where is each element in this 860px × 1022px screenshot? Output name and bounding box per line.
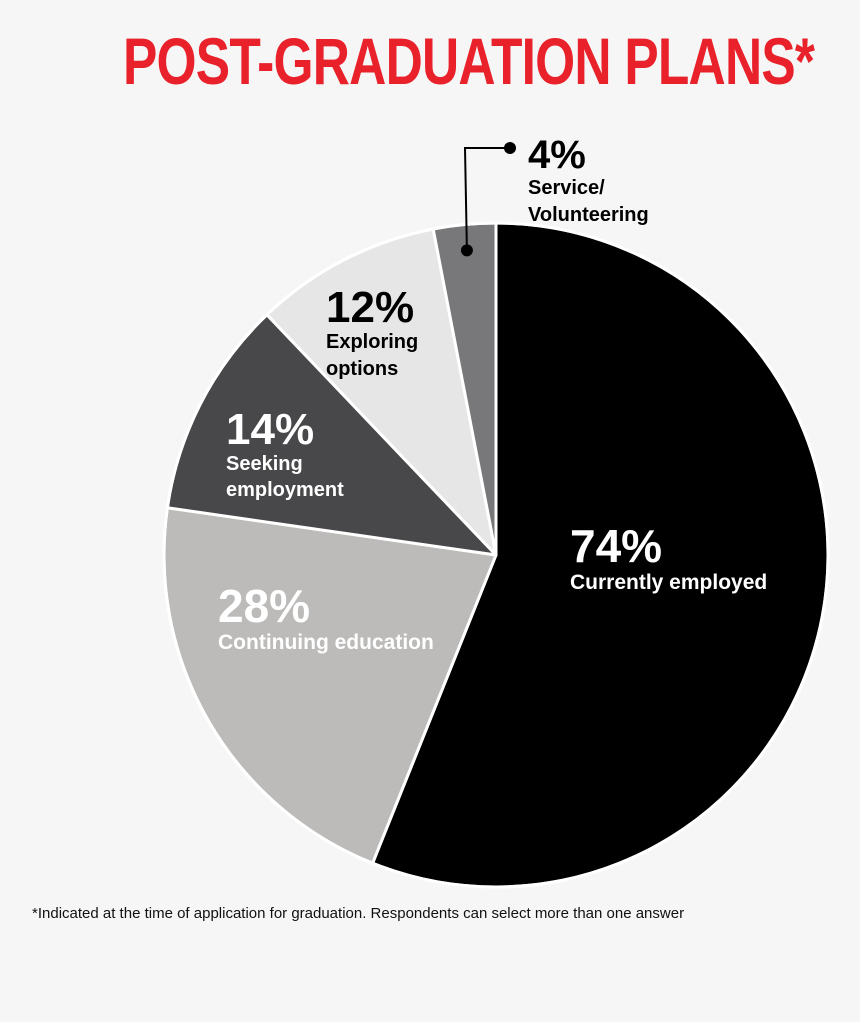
category-label-exploring-options-1: options [326, 358, 398, 380]
category-label-service-volunteering-0: Service/ [528, 177, 605, 199]
category-label-currently-employed: Currently employed [570, 571, 767, 594]
category-label-exploring-options-0: Exploring [326, 331, 418, 353]
footnote: *Indicated at the time of application fo… [32, 905, 685, 922]
value-label-seeking-employment: 14% [226, 405, 314, 454]
category-label-seeking-employment-0: Seeking [226, 453, 303, 475]
value-label-service-volunteering: 4% [528, 133, 586, 177]
value-label-currently-employed: 74% [570, 520, 662, 572]
callout-dot-service-volunteering-1 [504, 142, 516, 154]
category-label-continuing-education: Continuing education [218, 631, 434, 654]
chart-title: POST-GRADUATION PLANS* [122, 24, 815, 98]
category-label-service-volunteering-1: Volunteering [528, 204, 649, 226]
category-label-seeking-employment-1: employment [226, 479, 344, 501]
pie-outline [162, 221, 830, 889]
callout-dot-service-volunteering-0 [460, 244, 473, 257]
value-label-continuing-education: 28% [218, 580, 310, 632]
callout-line-service-volunteering [463, 147, 510, 251]
value-label-exploring-options: 12% [326, 283, 414, 332]
